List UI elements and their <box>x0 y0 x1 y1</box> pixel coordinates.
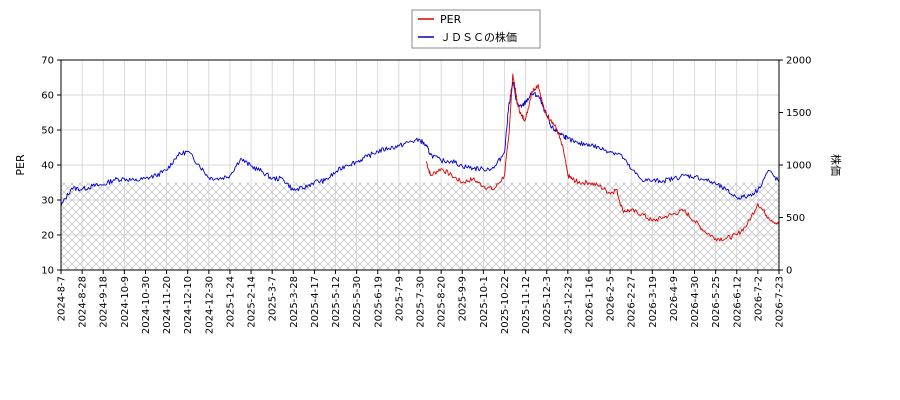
per-series-line <box>425 73 780 242</box>
right-tick-label: 2000 <box>786 56 811 67</box>
left-tick-label: 60 <box>41 91 54 102</box>
left-axis-title: PER <box>14 154 27 176</box>
x-tick-label: 2024-10-30 <box>141 276 152 334</box>
x-tick-label: 2024-10-9 <box>120 276 131 328</box>
left-axis: 10 20 30 40 50 60 70 <box>41 56 61 277</box>
x-tick-label: 2026-1-16 <box>584 276 595 328</box>
left-tick-label: 70 <box>41 56 54 67</box>
left-tick-label: 50 <box>41 126 54 137</box>
x-tick-label: 2025-10-1 <box>479 276 490 328</box>
x-tick-label: 2026-7-23 <box>775 276 786 328</box>
x-tick-label: 2026-2-27 <box>627 276 638 328</box>
left-tick-label: 30 <box>41 196 54 207</box>
x-tick-label: 2024-12-30 <box>204 276 215 334</box>
x-axis: 2024-8-7 2024-8-28 2024-9-18 2024-10-9 2024-… <box>57 270 786 334</box>
x-tick-label: 2025-4-17 <box>310 276 321 328</box>
left-tick-label: 20 <box>41 231 54 242</box>
x-tick-label: 2026-2-5 <box>606 276 617 321</box>
left-tick-label: 40 <box>41 161 54 172</box>
legend-label-stock-price: ＪＤＳＣの株価 <box>440 30 517 44</box>
x-tick-label: 2025-10-22 <box>500 276 511 334</box>
right-axis: 0 500 1000 1500 2000 <box>779 56 811 277</box>
x-tick-label: 2024-8-7 <box>57 276 68 321</box>
x-tick-label: 2025-3-28 <box>289 276 300 328</box>
left-tick-label: 10 <box>41 266 54 277</box>
x-tick-label: 2025-3-7 <box>268 276 279 321</box>
right-axis-title: 株価 <box>829 154 843 176</box>
x-tick-label: 2025-9-9 <box>458 276 469 321</box>
x-tick-label: 2025-12-3 <box>542 276 553 328</box>
x-tick-label: 2024-9-18 <box>99 276 110 328</box>
right-tick-label: 500 <box>786 213 805 224</box>
x-tick-label: 2025-5-30 <box>352 276 363 328</box>
x-tick-label: 2025-8-20 <box>437 276 448 328</box>
legend-box <box>411 9 541 49</box>
x-tick-label: 2025-2-14 <box>247 276 258 328</box>
stock-price-series-line <box>60 81 780 207</box>
x-tick-label: 2026-4-9 <box>669 276 680 321</box>
x-tick-label: 2025-5-12 <box>331 276 342 328</box>
x-tick-label: 2026-3-19 <box>648 276 659 328</box>
x-tick-label: 2025-7-30 <box>416 276 427 328</box>
x-tick-label: 2024-11-20 <box>162 276 173 334</box>
series-layer <box>60 73 780 242</box>
x-tick-label: 2024-12-10 <box>183 276 194 334</box>
right-tick-label: 1000 <box>786 161 811 172</box>
x-tick-label: 2026-7-2 <box>753 276 764 321</box>
x-tick-label: 2025-7-9 <box>394 276 405 321</box>
x-tick-label: 2025-11-12 <box>521 276 532 334</box>
x-tick-label: 2025-12-23 <box>563 276 574 334</box>
x-tick-label: 2026-4-30 <box>690 276 701 328</box>
x-tick-label: 2025-6-19 <box>373 276 384 328</box>
x-tick-label: 2024-8-28 <box>78 276 89 328</box>
x-tick-label: 2026-6-12 <box>732 276 743 328</box>
x-tick-label: 2025-1-24 <box>225 276 236 328</box>
x-tick-label: 2026-5-25 <box>711 276 722 328</box>
right-tick-label: 0 <box>786 266 792 277</box>
legend-label-per: PER <box>440 13 462 26</box>
right-tick-label: 1500 <box>786 108 811 119</box>
legend: PER ＪＤＳＣの株価 <box>411 9 541 49</box>
